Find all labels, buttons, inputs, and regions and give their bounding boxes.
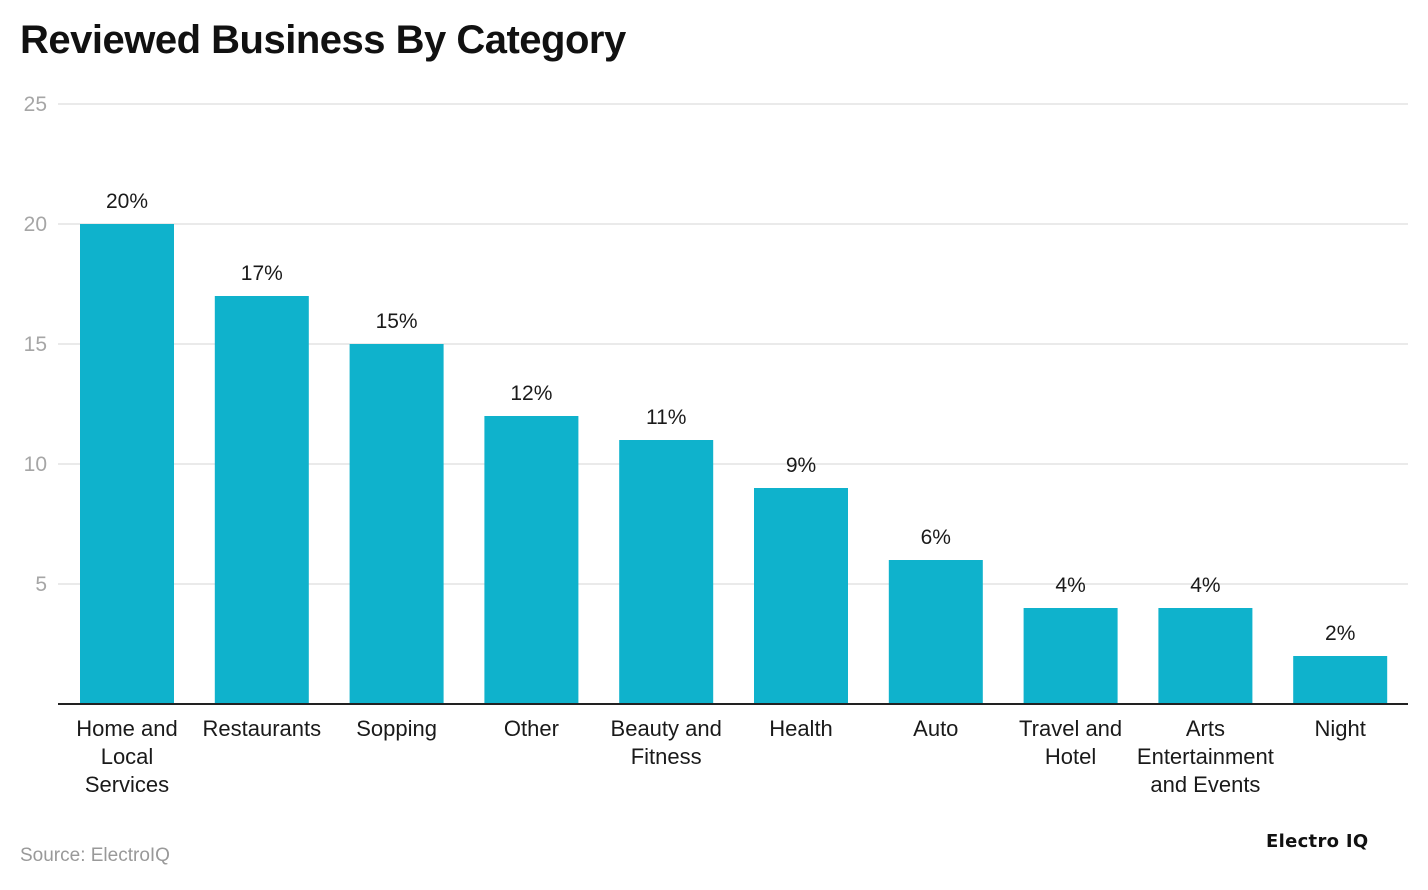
value-label: 6% xyxy=(921,526,951,549)
y-tick-label: 20 xyxy=(24,213,47,236)
x-tick-label-line: Home and xyxy=(76,716,178,741)
bar-chart: 5 10 15 20 25 20% 17% 15% 12% 11% 9% 6% 4% 4% 2% Home… xyxy=(24,93,1408,797)
y-tick-label: 5 xyxy=(35,573,47,596)
value-labels: 20% 17% 15% 12% 11% 9% 6% 4% 4% 2% xyxy=(106,190,1355,645)
x-tick-label: Arts Entertainment and Events xyxy=(1137,716,1274,797)
x-tick-label-line: Beauty and xyxy=(611,716,722,741)
x-tick-label-line: Night xyxy=(1315,716,1366,741)
bar xyxy=(888,560,983,704)
value-label: 9% xyxy=(786,454,816,477)
bars xyxy=(80,224,1388,704)
bar xyxy=(349,344,444,704)
x-tick-label: Home and Local Services xyxy=(76,716,178,797)
brand-logo: Electro IQ xyxy=(1266,831,1369,852)
bar xyxy=(1023,608,1118,704)
x-axis-labels: Home and Local Services Restaurants Sopping O… xyxy=(76,716,1366,797)
value-label: 4% xyxy=(1055,574,1085,597)
chart-title: Reviewed Business By Category xyxy=(20,18,626,62)
x-tick-label-line: Restaurants xyxy=(202,716,321,741)
x-tick-label-line: Other xyxy=(504,716,559,741)
value-label: 20% xyxy=(106,190,148,213)
bar xyxy=(214,296,309,704)
bar xyxy=(619,440,714,704)
x-tick-label-line: Travel and xyxy=(1019,716,1122,741)
y-tick-label: 15 xyxy=(24,333,47,356)
value-label: 11% xyxy=(646,406,686,429)
value-label: 2% xyxy=(1325,622,1355,645)
x-tick-label: Auto xyxy=(913,716,958,741)
x-tick-label-line: Services xyxy=(85,772,169,797)
x-tick-label-line: Local xyxy=(101,744,154,769)
bar xyxy=(1158,608,1253,704)
x-tick-label: Travel and Hotel xyxy=(1019,716,1122,769)
x-tick-label-line: Sopping xyxy=(356,716,437,741)
x-tick-label: Other xyxy=(504,716,559,741)
x-tick-label: Beauty and Fitness xyxy=(611,716,722,769)
y-tick-label: 10 xyxy=(24,453,47,476)
source-text: Source: ElectroIQ xyxy=(20,845,170,866)
x-tick-label-line: and Events xyxy=(1150,772,1260,797)
value-label: 17% xyxy=(241,262,283,285)
x-tick-label-line: Fitness xyxy=(631,744,702,769)
x-tick-label: Health xyxy=(769,716,833,741)
x-tick-label: Sopping xyxy=(356,716,437,741)
y-axis-ticks: 5 10 15 20 25 xyxy=(24,93,47,596)
x-tick-label-line: Arts xyxy=(1186,716,1225,741)
bar xyxy=(754,488,848,704)
y-tick-label: 25 xyxy=(24,93,47,116)
x-tick-label-line: Health xyxy=(769,716,833,741)
x-tick-label-line: Auto xyxy=(913,716,958,741)
bar xyxy=(484,416,579,704)
x-tick-label: Restaurants xyxy=(202,716,321,741)
x-tick-label-line: Entertainment xyxy=(1137,744,1274,769)
value-label: 15% xyxy=(376,310,418,333)
value-label: 12% xyxy=(510,382,552,405)
x-tick-label: Night xyxy=(1315,716,1366,741)
bar xyxy=(80,224,174,704)
x-tick-label-line: Hotel xyxy=(1045,744,1096,769)
value-label: 4% xyxy=(1190,574,1220,597)
bar xyxy=(1293,656,1388,704)
